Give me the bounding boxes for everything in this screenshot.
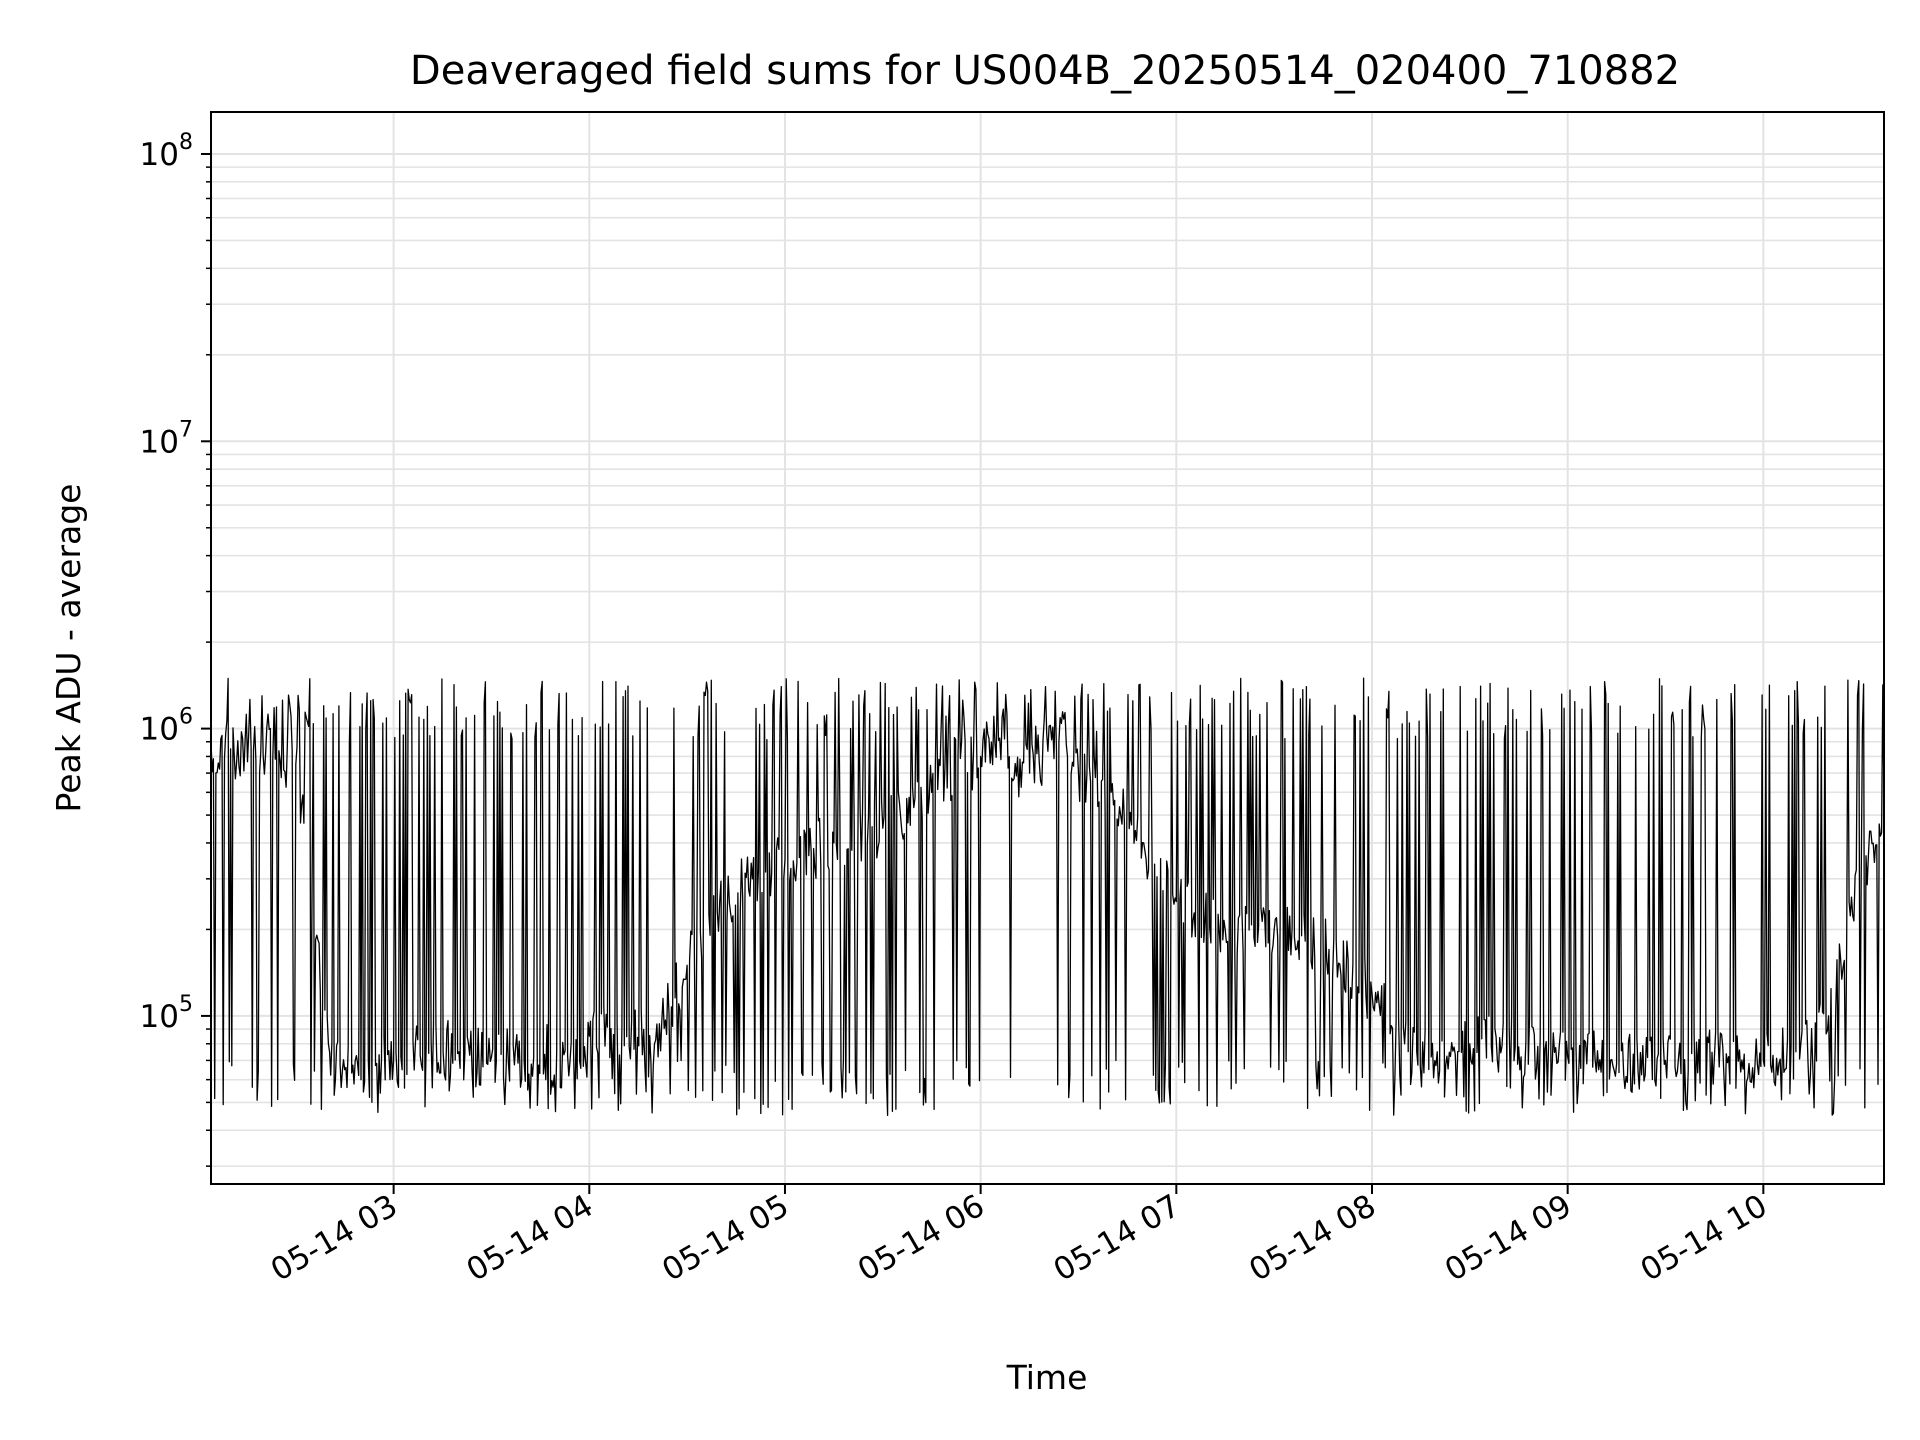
- y-axis: 105 106 107 108: [140, 130, 211, 1167]
- series-layer: [210, 677, 1885, 1117]
- chart-title: Deaveraged field sums for US004B_2025051…: [410, 48, 1680, 94]
- series-line: [210, 677, 1885, 1117]
- plot-frame: [210, 111, 1885, 1185]
- y-tick-label: 108: [140, 130, 193, 173]
- y-tick-label: 106: [140, 705, 193, 748]
- y-tick-label: 107: [140, 417, 193, 460]
- y-tick-label: 105: [140, 992, 193, 1035]
- x-axis-title: Time: [1006, 1358, 1088, 1397]
- y-axis-title: Peak ADU - average: [49, 484, 88, 813]
